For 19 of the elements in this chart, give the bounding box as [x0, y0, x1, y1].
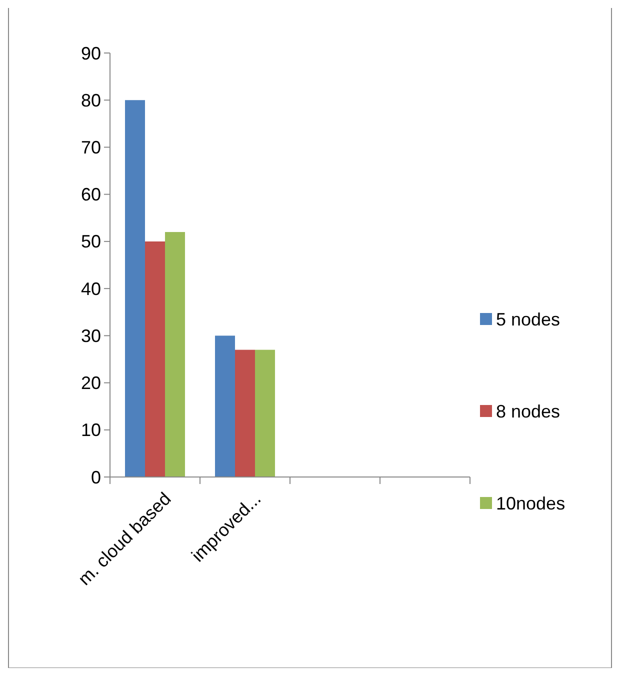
legend-label: 8 nodes [496, 401, 560, 422]
y-tick-label: 80 [80, 90, 101, 110]
bar [165, 232, 185, 477]
y-tick-label: 30 [80, 326, 101, 346]
y-tick-label: 70 [80, 138, 101, 158]
y-tick-label: 20 [80, 373, 101, 394]
bar [145, 241, 165, 477]
y-tick-label: 40 [80, 278, 101, 299]
bar [255, 350, 275, 477]
legend-label: 5 nodes [496, 309, 560, 330]
bar [125, 100, 145, 477]
y-tick-label: 50 [80, 232, 101, 252]
legend-label: 10nodes [496, 493, 566, 514]
bar [215, 336, 235, 477]
bar [235, 350, 255, 477]
y-tick-label: 60 [80, 184, 101, 205]
y-tick-label: 90 [80, 43, 101, 64]
y-tick-label: 10 [80, 420, 101, 440]
y-tick-label: 0 [90, 467, 101, 488]
